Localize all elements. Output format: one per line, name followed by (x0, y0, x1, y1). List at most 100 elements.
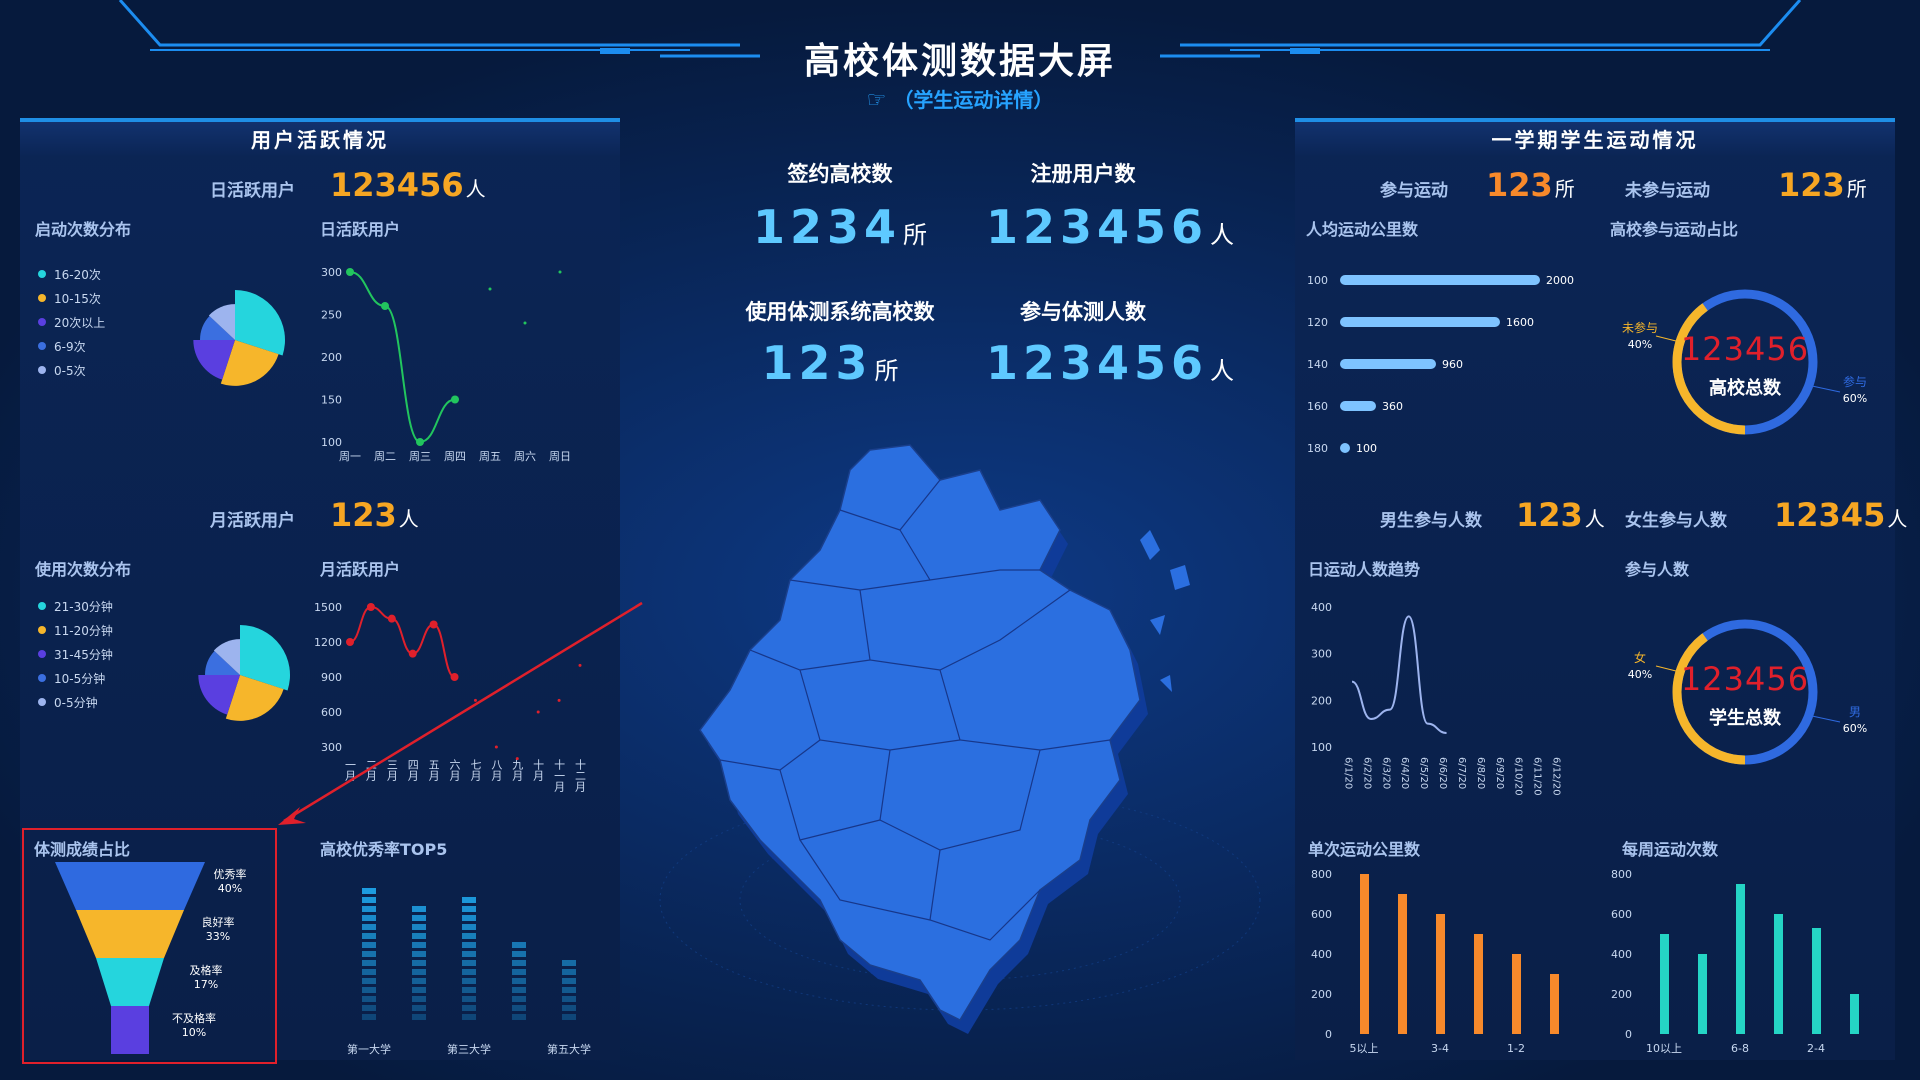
bar (1436, 914, 1445, 1034)
top5-bar-block (362, 978, 376, 984)
top5-bar-block (412, 1014, 426, 1020)
start-dist-pie (193, 290, 285, 386)
bar-value-label: 960 (1442, 358, 1463, 371)
legend-label: 0-5次 (54, 363, 86, 378)
bar (1512, 954, 1521, 1034)
funnel-pct: 17% (194, 978, 218, 991)
ring-right-leader (1811, 385, 1841, 393)
top5-bar-block (412, 906, 426, 912)
top5-bar-block (362, 969, 376, 975)
subtitle-link[interactable]: ☞ （学生运动详情） (820, 84, 1100, 113)
x-tick-label: 一月 (344, 759, 357, 781)
pie-slice (225, 675, 284, 721)
top5-bar-block (512, 969, 526, 975)
y-tick-label: 300 (1311, 648, 1332, 661)
data-point (387, 614, 396, 623)
left-panel-top-line (20, 118, 620, 122)
start-dist-legend-item: 16-20次 (38, 262, 105, 286)
bar (1360, 874, 1369, 1034)
ring-right-label: 男 (1849, 705, 1861, 719)
top5-bar-block (562, 987, 576, 993)
use-dist-pie (198, 625, 290, 721)
right-panel-top-line (1295, 118, 1895, 122)
x-tick-label: 十二月 (574, 758, 587, 792)
bar (1850, 994, 1859, 1034)
y-tick-label: 140 (1307, 358, 1328, 371)
x-tick-label: 6/8/20 (1475, 757, 1486, 789)
y-tick-label: 250 (321, 309, 342, 322)
mau-label: 月活跃用户 (210, 511, 295, 531)
x-tick-label: 2-4 (1807, 1042, 1825, 1055)
y-tick-label: 400 (1611, 948, 1632, 961)
legend-dot (38, 366, 46, 374)
y-tick-label: 120 (1307, 316, 1328, 329)
ring-center-label: 学生总数 (1709, 707, 1782, 729)
y-tick-label: 160 (1307, 400, 1328, 413)
x-tick-label: 6/11/20 (1532, 757, 1543, 796)
x-tick-label: 八月 (490, 759, 503, 781)
top5-bar-block (462, 897, 476, 903)
pie-slice (205, 651, 240, 675)
kpi-value-0: 1234所 (752, 200, 928, 254)
top5-bar-block (412, 969, 426, 975)
legend-dot (38, 626, 46, 634)
legend-label: 16-20次 (54, 267, 101, 282)
bar (1812, 928, 1821, 1034)
y-tick-label: 400 (1311, 948, 1332, 961)
use-dist-legend-item: 11-20分钟 (38, 618, 113, 642)
y-tick-label: 0 (1325, 1028, 1332, 1041)
legend-label: 10-15次 (54, 291, 101, 306)
student-ring-chart: 123456 学生总数 女 40% 男 60% (1628, 619, 1867, 765)
top5-bar-block (362, 960, 376, 966)
x-tick-label: 周四 (444, 450, 466, 463)
x-tick-label: 6/12/20 (1551, 757, 1562, 796)
y-tick-label: 600 (1311, 908, 1332, 921)
data-point (366, 603, 375, 611)
x-tick-label: 周日 (549, 450, 571, 463)
top5-bar-block (462, 933, 476, 939)
y-tick-label: 100 (1307, 274, 1328, 287)
top5-bar-block (562, 969, 576, 975)
y-tick-label: 200 (321, 351, 342, 364)
funnel-label: 优秀率 (214, 867, 247, 881)
bar-value-label: 2000 (1546, 274, 1574, 287)
top5-bar-block (512, 1014, 526, 1020)
y-tick-label: 100 (321, 436, 342, 449)
funnel-pct: 10% (182, 1026, 206, 1039)
pie-slice (200, 316, 235, 340)
top5-bar-block (512, 996, 526, 1002)
funnel-label: 及格率 (190, 963, 223, 977)
top5-bar-block (462, 978, 476, 984)
province-map[interactable] (640, 420, 1280, 1040)
data-point (494, 745, 498, 749)
top5-bar-block (562, 960, 576, 966)
pie-slice (198, 675, 240, 715)
y-tick-label: 800 (1311, 868, 1332, 881)
data-point (578, 663, 582, 667)
pie-slice (213, 639, 240, 675)
pie-slice (193, 340, 235, 380)
km-bar-chart: 100 2000 120 1600 140 960 160 360 180 100 (1307, 274, 1574, 455)
left-panel-title: 用户活跃情况 (20, 122, 620, 156)
y-tick-label: 600 (1611, 908, 1632, 921)
data-point (488, 287, 492, 291)
top5-bar-block (412, 960, 426, 966)
top5-bar-block (562, 978, 576, 984)
top5-bar-block (462, 1014, 476, 1020)
y-tick-label: 180 (1307, 442, 1328, 455)
bar (1698, 954, 1707, 1034)
legend-label: 31-45分钟 (54, 647, 113, 662)
data-point (557, 698, 561, 702)
legend-label: 21-30分钟 (54, 599, 113, 614)
start-dist-legend: 16-20次 10-15次 20次以上 6-9次 0-5次 (38, 262, 105, 382)
start-dist-title: 启动次数分布 (35, 220, 132, 239)
top5-bar-block (412, 996, 426, 1002)
ring-left-label: 女 (1634, 650, 1646, 665)
mau-value: 123 人 (330, 496, 419, 534)
map-region-outline (699, 444, 1141, 1021)
x-tick-label: 第五大学 (547, 1042, 591, 1056)
bar (1474, 934, 1483, 1034)
x-tick-label: 6/6/20 (1437, 757, 1448, 789)
start-dist-legend-item: 10-15次 (38, 286, 105, 310)
